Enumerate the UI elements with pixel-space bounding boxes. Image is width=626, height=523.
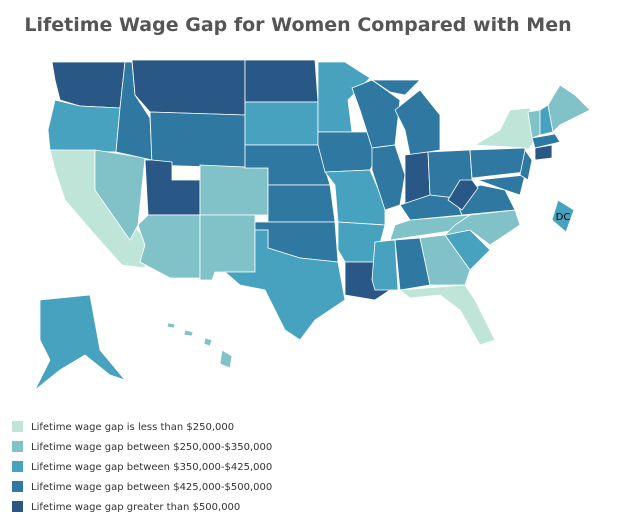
state xyxy=(219,349,233,369)
state xyxy=(149,111,246,169)
state xyxy=(443,209,521,246)
state xyxy=(131,59,246,116)
state xyxy=(394,89,441,156)
state xyxy=(51,61,126,109)
state xyxy=(203,337,213,347)
legend-swatch xyxy=(12,501,23,512)
state xyxy=(34,294,127,391)
legend-label: Lifetime wage gap between $250,000-$350,… xyxy=(31,442,272,453)
state xyxy=(166,322,176,329)
state xyxy=(531,133,561,149)
state xyxy=(183,329,194,337)
legend-swatch xyxy=(12,421,23,432)
legend-label: Lifetime wage gap greater than $500,000 xyxy=(31,502,240,513)
state xyxy=(371,239,399,291)
legend-label: Lifetime wage gap between $350,000-$425,… xyxy=(31,462,272,473)
state xyxy=(137,214,201,279)
legend-swatch xyxy=(12,441,23,452)
legend-swatch xyxy=(12,481,23,492)
state xyxy=(547,84,591,133)
legend-swatch xyxy=(12,461,23,472)
state xyxy=(223,229,346,341)
legend-label: Lifetime wage gap between $425,000-$500,… xyxy=(31,482,272,493)
state xyxy=(144,159,201,216)
legend-label: Lifetime wage gap is less than $250,000 xyxy=(31,422,234,433)
state xyxy=(47,99,121,153)
state xyxy=(370,79,421,96)
map-label: DC xyxy=(556,212,571,223)
map-title: Lifetime Wage Gap for Women Compared wit… xyxy=(24,14,571,36)
state xyxy=(398,284,496,346)
state xyxy=(473,107,536,151)
state xyxy=(419,234,471,286)
state xyxy=(244,101,319,146)
state xyxy=(477,174,526,196)
state xyxy=(199,214,256,281)
state xyxy=(551,199,575,233)
states xyxy=(34,59,591,391)
state xyxy=(534,144,553,161)
state xyxy=(447,179,479,211)
state xyxy=(199,164,269,216)
legend: Lifetime wage gap is less than $250,000 L… xyxy=(12,421,272,513)
state xyxy=(267,184,336,223)
state xyxy=(244,59,319,103)
state xyxy=(519,149,533,181)
state xyxy=(469,147,526,179)
